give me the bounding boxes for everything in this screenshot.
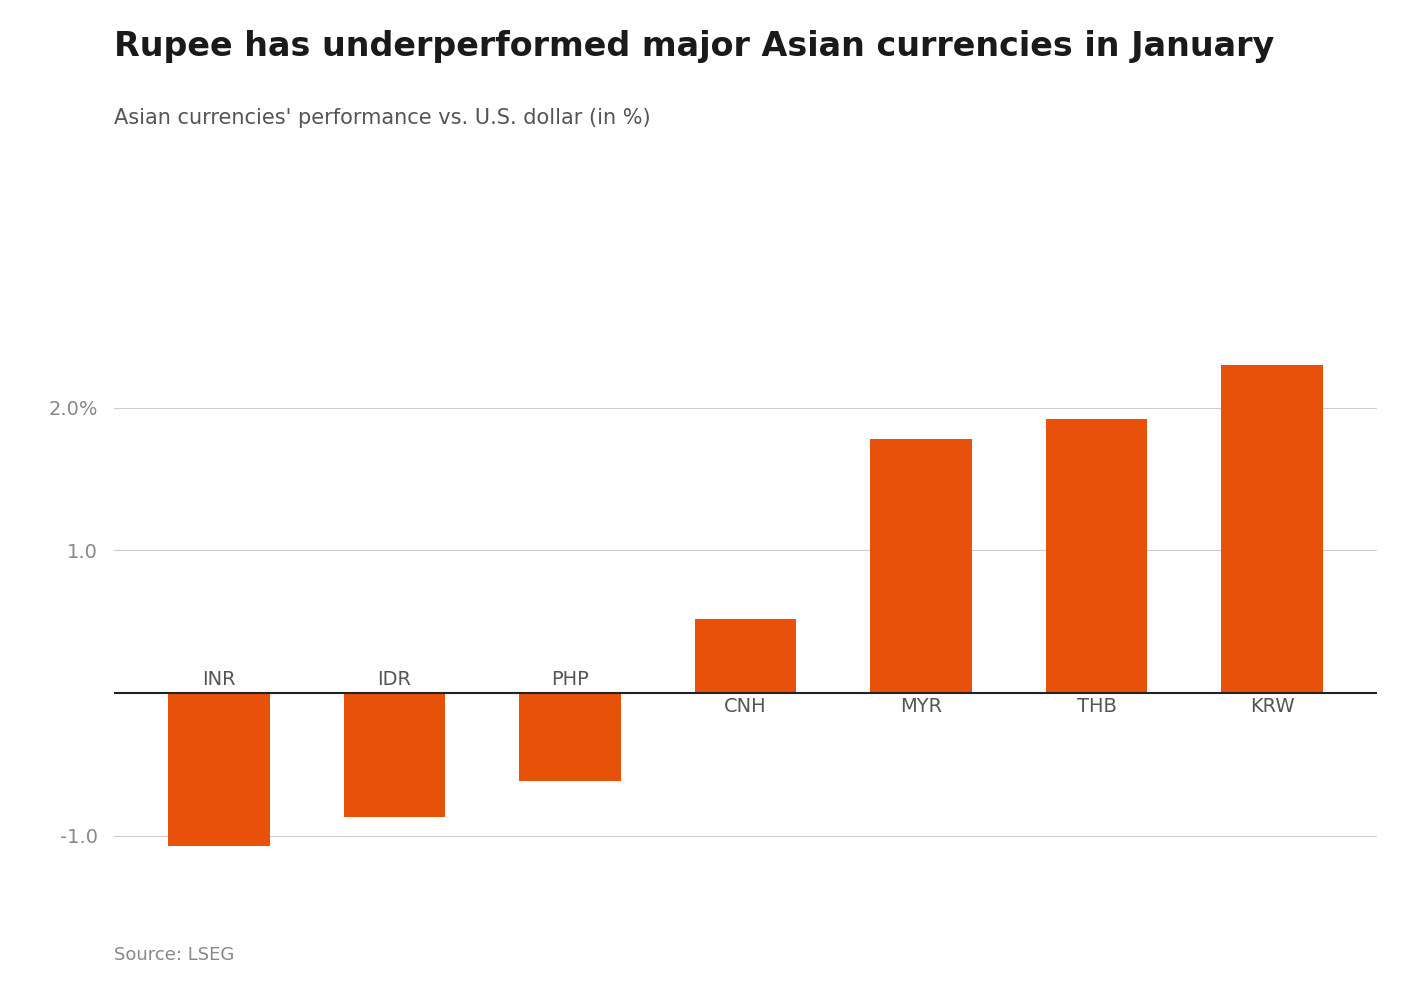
Bar [694,619,797,693]
Text: Source: LSEG: Source: LSEG [114,947,234,964]
Text: PHP: PHP [551,670,589,690]
Bar [870,439,971,693]
Text: Asian currencies' performance vs. U.S. dollar (in %): Asian currencies' performance vs. U.S. d… [114,108,650,128]
Text: MYR: MYR [900,698,941,716]
Text: INR: INR [202,670,236,690]
Text: THB: THB [1076,698,1116,716]
Bar [1221,365,1323,693]
Bar [1045,419,1147,693]
Text: Rupee has underperformed major Asian currencies in January: Rupee has underperformed major Asian cur… [114,30,1274,63]
Bar [168,693,270,845]
Bar [520,693,621,781]
Bar [344,693,446,817]
Text: KRW: KRW [1250,698,1295,716]
Text: CNH: CNH [724,698,767,716]
Text: IDR: IDR [378,670,412,690]
